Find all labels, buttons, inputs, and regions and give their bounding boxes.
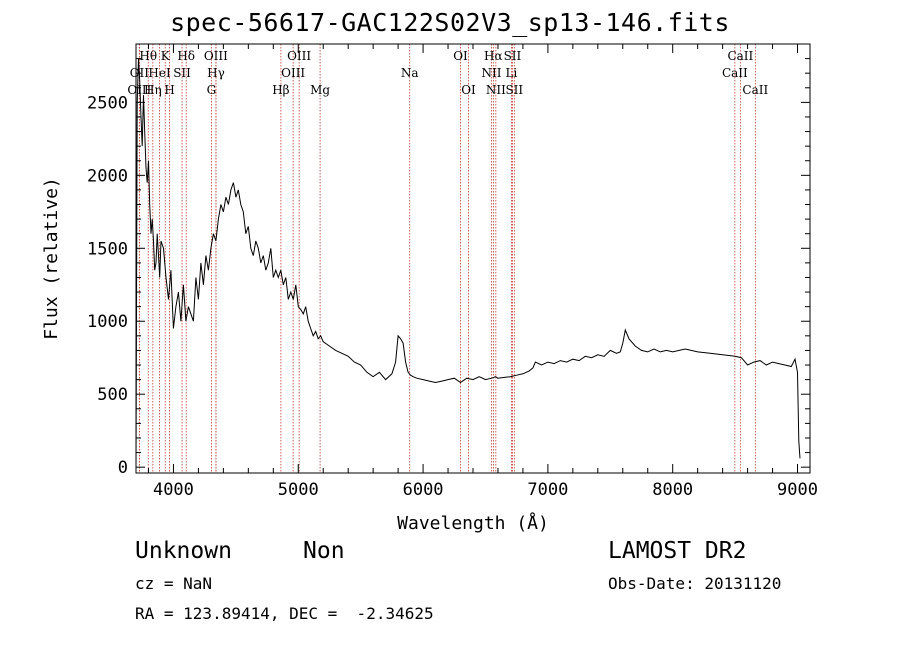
line-label: OIII — [204, 49, 228, 63]
line-label: Mg — [310, 83, 330, 97]
line-label: HeI — [148, 66, 171, 80]
y-tick-label: 1000 — [87, 312, 128, 332]
survey-text: LAMOST DR2 — [608, 538, 747, 564]
line-label: Li — [506, 66, 518, 80]
line-label: NII — [486, 83, 506, 97]
class-text: Unknown — [135, 538, 232, 564]
x-axis-ticks: 4000 5000 6000 7000 8000 9000 — [147, 44, 818, 500]
line-label: SII — [504, 49, 522, 63]
line-markers — [138, 44, 756, 473]
y-tick-label: 1500 — [87, 239, 128, 259]
x-tick-label: 9000 — [777, 480, 818, 500]
line-label: H — [164, 83, 174, 97]
y-tick-label: 2000 — [87, 166, 128, 186]
line-label: OIII — [281, 66, 305, 80]
y-axis-label: Flux (relative) — [41, 177, 62, 340]
line-label: Hγ — [207, 66, 225, 80]
x-tick-label: 7000 — [527, 480, 568, 500]
line-label: SII — [173, 66, 191, 80]
cz-text: cz = NaN — [135, 574, 213, 593]
line-label: OIII — [127, 83, 151, 97]
y-tick-label: 500 — [97, 385, 128, 405]
line-label: G — [207, 83, 217, 97]
plot-frame — [135, 43, 811, 474]
line-label: Hθ — [139, 49, 157, 63]
line-label: OI — [461, 83, 476, 97]
line-label: OI — [453, 49, 468, 63]
y-axis-ticks: 0 500 1000 1500 2000 2500 — [87, 43, 810, 478]
y-tick-label: 2500 — [87, 93, 128, 113]
line-label: SII — [505, 83, 523, 97]
line-label: Hη — [144, 83, 162, 97]
line-label: K — [161, 49, 171, 63]
x-tick-label: 8000 — [652, 480, 693, 500]
line-label: Hδ — [177, 49, 195, 63]
line-label: CaII — [727, 49, 753, 63]
line-label: OIII — [287, 49, 311, 63]
chart-title: spec-56617-GAC122S02V3_sp13-146.fits — [170, 8, 730, 37]
obs-date-text: Obs-Date: 20131120 — [608, 574, 782, 593]
line-label: NII — [481, 66, 501, 80]
line-label: CaII — [722, 66, 748, 80]
y-tick-label: 0 — [118, 458, 128, 478]
x-tick-label: 4000 — [153, 480, 194, 500]
subclass-text: Non — [303, 538, 345, 564]
spectrum-line — [135, 58, 801, 468]
coords-text: RA = 123.89414, DEC = -2.34625 — [135, 604, 434, 623]
line-label: Na — [401, 66, 419, 80]
line-label: Hβ — [272, 83, 289, 97]
x-tick-label: 5000 — [278, 480, 319, 500]
x-axis-label: Wavelength (Å) — [397, 512, 549, 534]
x-tick-label: 6000 — [403, 480, 444, 500]
line-label: CaII — [742, 83, 768, 97]
line-label: Hα — [484, 49, 503, 63]
